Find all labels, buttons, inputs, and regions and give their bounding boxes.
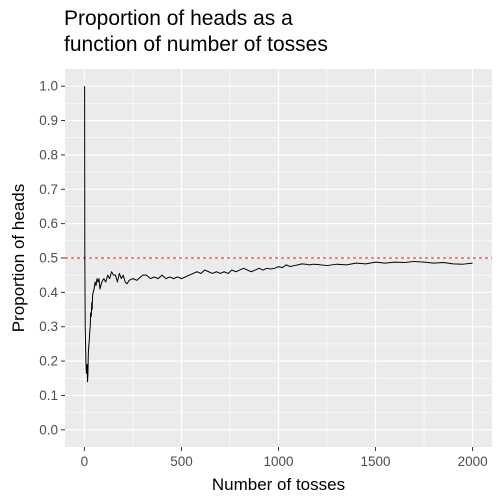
y-tick-label: 1.0 [39, 79, 58, 94]
y-tick-label: 0.4 [39, 285, 58, 300]
y-tick-label: 0.8 [39, 147, 58, 162]
y-tick-label: 0.7 [39, 182, 58, 197]
x-tick-label: 2000 [458, 454, 488, 469]
y-axis-title: Proportion of heads [9, 184, 28, 332]
x-tick-label: 500 [170, 454, 193, 469]
series-line [84, 86, 473, 383]
x-axis-ticks: 0 500 1000 1500 2000 [81, 447, 488, 469]
y-tick-label: 0.0 [39, 422, 58, 437]
y-axis-ticks: 0.0 0.1 0.2 0.3 0.4 0.5 0.6 0.7 0.8 0.9 1.0 [39, 79, 65, 437]
y-tick-label: 0.9 [39, 113, 58, 128]
y-tick-label: 0.5 [39, 251, 58, 266]
y-tick-label: 0.3 [39, 319, 58, 334]
x-tick-label: 1500 [361, 454, 391, 469]
y-tick-label: 0.2 [39, 354, 58, 369]
x-tick-label: 0 [81, 454, 89, 469]
x-axis-title: Number of tosses [212, 475, 345, 494]
y-tick-label: 0.1 [39, 388, 58, 403]
chart-title: Proportion of heads as a function of num… [64, 7, 328, 56]
x-tick-label: 1000 [263, 454, 293, 469]
y-tick-label: 0.6 [39, 216, 58, 231]
